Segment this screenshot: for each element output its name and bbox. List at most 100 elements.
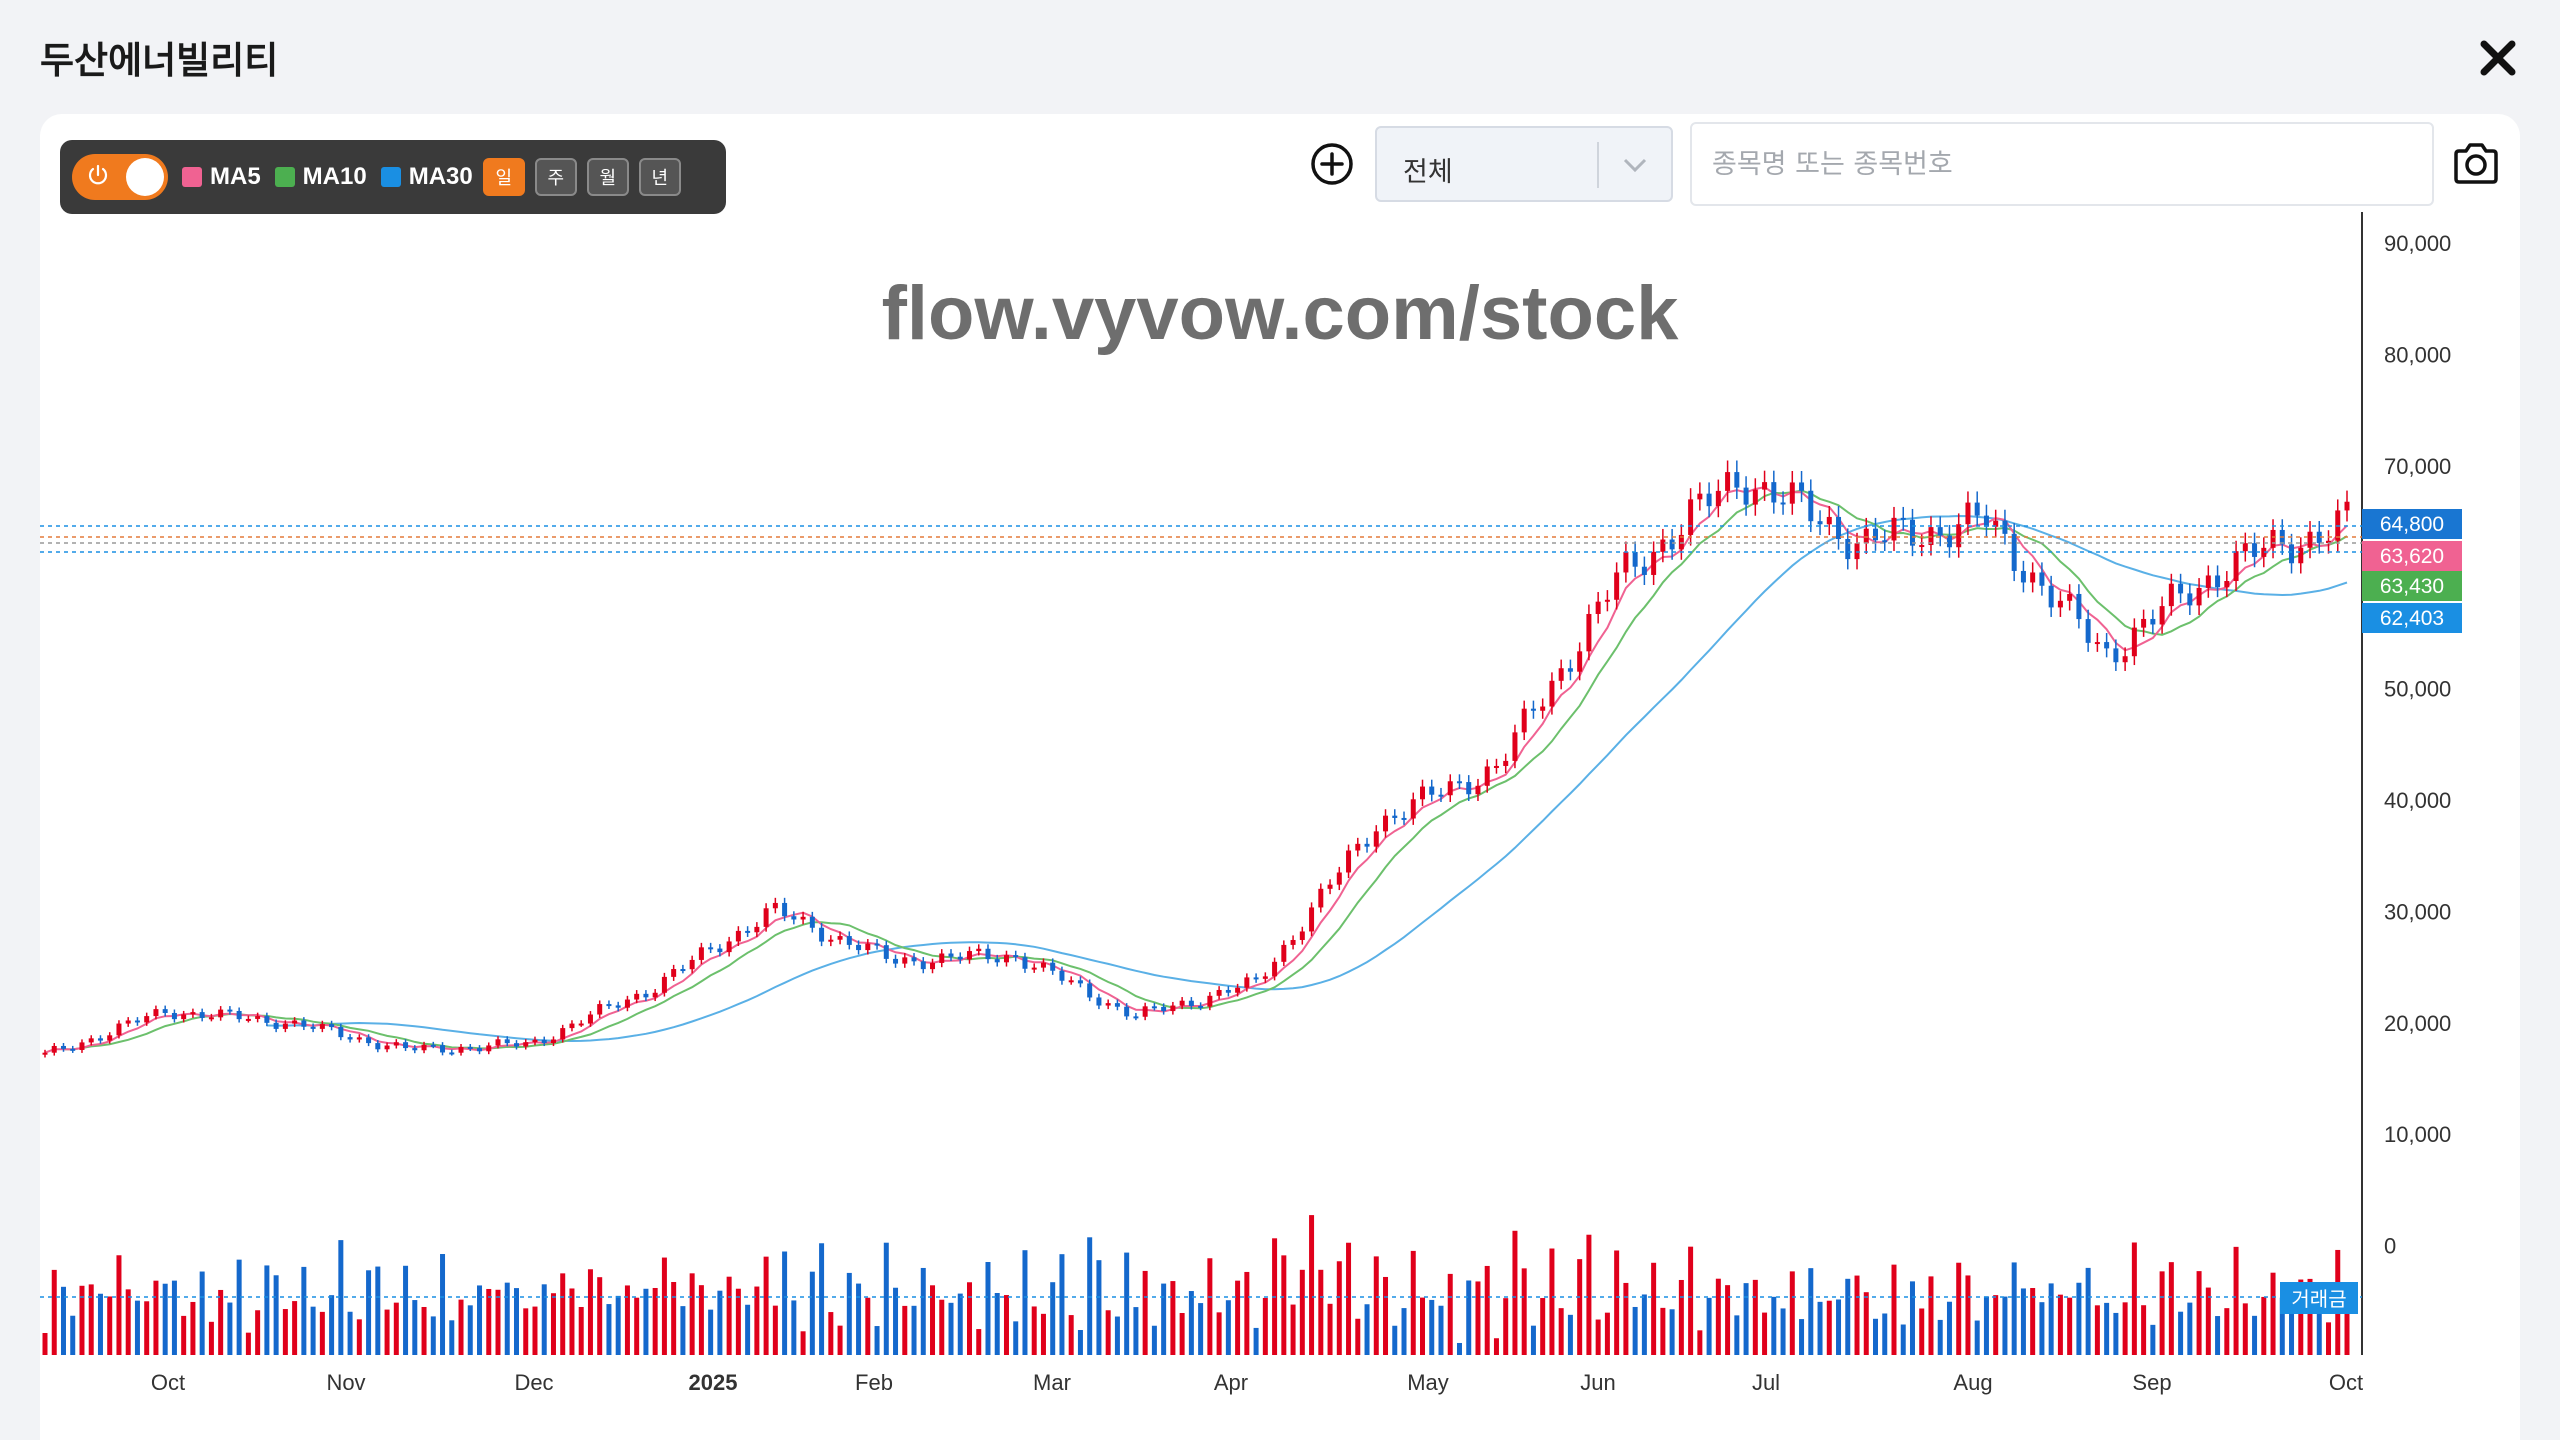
volume-bar — [366, 1270, 372, 1355]
volume-bar — [1373, 1256, 1379, 1355]
period-button-month[interactable]: 월 — [586, 158, 629, 196]
volume-bar — [1854, 1275, 1860, 1355]
candle-body — [2224, 580, 2230, 588]
candle-body — [2104, 642, 2110, 649]
volume-bar — [1891, 1264, 1897, 1355]
volume-bar — [1743, 1283, 1749, 1355]
volume-bar — [1475, 1281, 1481, 1355]
volume-bar — [1577, 1259, 1583, 1355]
volume-bar — [1688, 1246, 1694, 1355]
volume-bar — [384, 1309, 390, 1355]
volume-bar — [2039, 1302, 2045, 1355]
volume-bar — [1161, 1283, 1167, 1355]
candle-body — [1096, 997, 1102, 1006]
volume-bar — [1096, 1260, 1102, 1355]
candle-body — [513, 1043, 519, 1047]
volume-bar — [412, 1300, 418, 1355]
volume-bar — [2187, 1302, 2193, 1355]
candle-body — [1836, 516, 1842, 540]
volume-bar — [2205, 1287, 2211, 1355]
search-input[interactable] — [1690, 122, 2434, 206]
camera-icon[interactable] — [2452, 142, 2500, 186]
candle-body — [1974, 502, 1980, 516]
volume-bar — [1512, 1230, 1518, 1355]
candle-body — [1401, 817, 1407, 820]
legend-ma5[interactable]: MA5 — [182, 163, 261, 191]
volume-bar — [107, 1296, 113, 1355]
close-icon[interactable] — [2476, 36, 2520, 80]
market-select[interactable]: 전체 — [1375, 126, 1673, 202]
candle-body — [1993, 520, 1999, 527]
volume-bar — [541, 1284, 547, 1355]
candle-body — [1244, 977, 1250, 988]
period-button-day[interactable]: 일 — [482, 158, 525, 196]
volume-bar — [1077, 1330, 1083, 1355]
volume-bar — [1336, 1261, 1342, 1355]
candle-body — [1456, 781, 1462, 784]
volume-bar — [624, 1285, 630, 1355]
candle-body — [1614, 572, 1620, 600]
candle-body — [2048, 585, 2054, 608]
ma-toggle[interactable] — [72, 154, 168, 200]
candle-body — [1133, 1016, 1139, 1019]
x-tick-label: Sep — [2132, 1370, 2171, 1395]
candle-body — [458, 1046, 464, 1053]
volume-bar — [1678, 1279, 1684, 1355]
price-label-text: 64,800 — [2380, 513, 2444, 536]
period-button-week[interactable]: 주 — [534, 158, 577, 196]
legend-label: MA10 — [302, 163, 367, 190]
candle-body — [1262, 976, 1268, 979]
volume-bar — [1530, 1325, 1536, 1355]
candle-body — [1873, 528, 1879, 541]
candle-body — [2159, 606, 2165, 625]
x-tick-label: Feb — [855, 1370, 893, 1395]
volume-bar — [902, 1305, 908, 1355]
candle-body — [1660, 539, 1666, 552]
period-button-year[interactable]: 년 — [638, 158, 681, 196]
volume-bar — [1956, 1262, 1962, 1355]
volume-bar — [1660, 1307, 1666, 1355]
candle-body — [1068, 980, 1074, 983]
add-circle-icon[interactable] — [1308, 140, 1356, 188]
volume-bar — [957, 1293, 963, 1355]
candle-body — [735, 930, 741, 942]
y-tick-label: 20,000 — [2384, 1011, 2451, 1036]
volume-bar — [550, 1293, 556, 1355]
candle-body — [671, 969, 677, 977]
candle-body — [79, 1042, 85, 1050]
candle-body — [966, 951, 972, 960]
legend-ma30[interactable]: MA30 — [380, 163, 473, 191]
candle-body — [985, 948, 991, 960]
volume-bar — [1900, 1324, 1906, 1355]
volume-bar — [2067, 1297, 2073, 1355]
volume-bar — [1484, 1265, 1490, 1355]
volume-bar — [347, 1311, 353, 1355]
volume-bar — [2233, 1246, 2239, 1355]
volume-bar — [1641, 1294, 1647, 1355]
volume-bar — [2242, 1303, 2248, 1355]
volume-bar — [1235, 1280, 1241, 1355]
candle-body — [1669, 539, 1675, 550]
candle-body — [2187, 593, 2193, 606]
volume-bar — [1355, 1318, 1361, 1355]
volume-bar — [1466, 1280, 1472, 1355]
volume-bar — [1632, 1306, 1638, 1355]
candle-body — [134, 1020, 140, 1023]
volume-bar — [1780, 1308, 1786, 1355]
volume-bar — [1438, 1305, 1444, 1355]
ma5-swatch — [182, 167, 202, 187]
x-tick-label: Apr — [1214, 1370, 1248, 1395]
legend-ma10[interactable]: MA10 — [274, 163, 367, 191]
volume-bar — [2224, 1308, 2230, 1355]
ma10-line — [63, 489, 2348, 1051]
candle-body — [874, 943, 880, 946]
volume-bar — [1087, 1237, 1093, 1355]
candle-body — [403, 1042, 409, 1049]
volume-bar — [1447, 1273, 1453, 1355]
volume-bar — [1521, 1268, 1527, 1355]
candle-body — [1346, 850, 1352, 873]
volume-bar — [2113, 1312, 2119, 1355]
volume-bar — [1762, 1312, 1768, 1355]
candle-body — [2205, 575, 2211, 588]
